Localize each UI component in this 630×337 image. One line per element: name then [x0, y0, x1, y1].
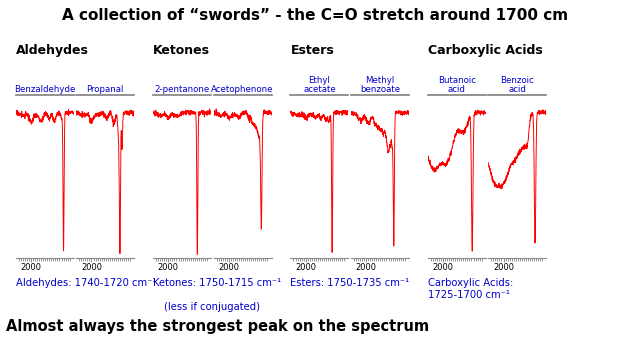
- Text: Acetophenone: Acetophenone: [211, 85, 274, 94]
- Text: Carboxylic Acids: Carboxylic Acids: [428, 44, 542, 57]
- Text: 2-pentanone: 2-pentanone: [154, 85, 210, 94]
- Text: Ketones: 1750-1715 cm⁻¹: Ketones: 1750-1715 cm⁻¹: [153, 278, 281, 288]
- Text: Benzaldehyde: Benzaldehyde: [14, 85, 76, 94]
- Text: Benzoic
acid: Benzoic acid: [500, 76, 534, 94]
- Text: Aldehydes: 1740-1720 cm⁻¹: Aldehydes: 1740-1720 cm⁻¹: [16, 278, 156, 288]
- Text: Ethyl
acetate: Ethyl acetate: [303, 76, 336, 94]
- Text: Almost always the strongest peak on the spectrum: Almost always the strongest peak on the …: [6, 318, 430, 334]
- Text: Esters: 1750-1735 cm⁻¹: Esters: 1750-1735 cm⁻¹: [290, 278, 410, 288]
- Text: A collection of “swords” - the C=O stretch around 1700 cm: A collection of “swords” - the C=O stret…: [62, 8, 568, 24]
- Text: Propanal: Propanal: [86, 85, 124, 94]
- Text: Esters: Esters: [290, 44, 334, 57]
- Text: Carboxylic Acids:
1725-1700 cm⁻¹: Carboxylic Acids: 1725-1700 cm⁻¹: [428, 278, 513, 300]
- Text: Methyl
benzoate: Methyl benzoate: [360, 76, 400, 94]
- Text: Butanoic
acid: Butanoic acid: [438, 76, 476, 94]
- Text: Ketones: Ketones: [153, 44, 210, 57]
- Text: (less if conjugated): (less if conjugated): [164, 302, 260, 312]
- Text: Aldehydes: Aldehydes: [16, 44, 89, 57]
